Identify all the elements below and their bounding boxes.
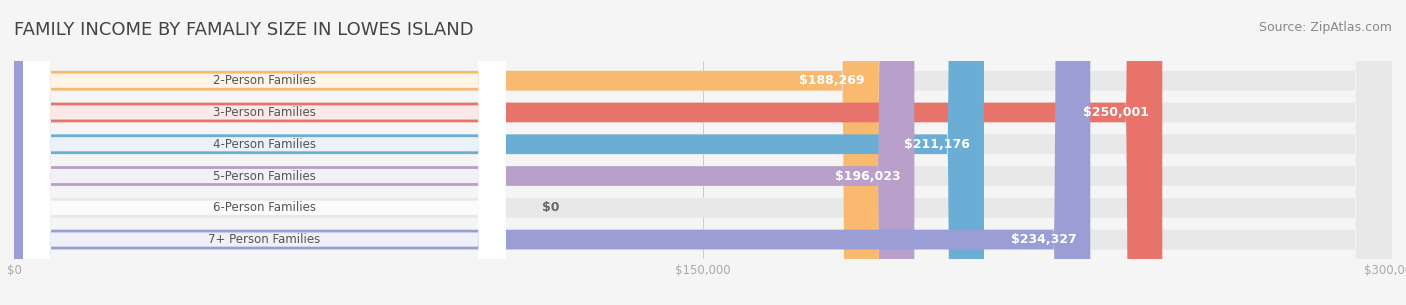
- FancyBboxPatch shape: [14, 0, 1392, 305]
- FancyBboxPatch shape: [14, 0, 1392, 305]
- FancyBboxPatch shape: [24, 0, 506, 305]
- Text: 3-Person Families: 3-Person Families: [212, 106, 316, 119]
- Text: $250,001: $250,001: [1083, 106, 1149, 119]
- FancyBboxPatch shape: [14, 0, 1392, 305]
- FancyBboxPatch shape: [14, 0, 1392, 305]
- FancyBboxPatch shape: [14, 0, 914, 305]
- Text: Source: ZipAtlas.com: Source: ZipAtlas.com: [1258, 21, 1392, 34]
- Text: 6-Person Families: 6-Person Families: [212, 201, 316, 214]
- Text: $0: $0: [543, 201, 560, 214]
- Text: $211,176: $211,176: [904, 138, 970, 151]
- FancyBboxPatch shape: [14, 0, 879, 305]
- Text: 7+ Person Families: 7+ Person Families: [208, 233, 321, 246]
- Text: 2-Person Families: 2-Person Families: [212, 74, 316, 87]
- FancyBboxPatch shape: [24, 0, 506, 305]
- FancyBboxPatch shape: [14, 0, 1392, 305]
- FancyBboxPatch shape: [24, 0, 506, 305]
- Text: $196,023: $196,023: [835, 170, 901, 182]
- FancyBboxPatch shape: [14, 0, 1392, 305]
- Text: 5-Person Families: 5-Person Families: [212, 170, 316, 182]
- FancyBboxPatch shape: [24, 0, 506, 305]
- Text: $188,269: $188,269: [800, 74, 865, 87]
- FancyBboxPatch shape: [24, 0, 506, 305]
- FancyBboxPatch shape: [14, 0, 1163, 305]
- Text: $234,327: $234,327: [1011, 233, 1077, 246]
- FancyBboxPatch shape: [24, 0, 506, 305]
- Text: FAMILY INCOME BY FAMALIY SIZE IN LOWES ISLAND: FAMILY INCOME BY FAMALIY SIZE IN LOWES I…: [14, 21, 474, 39]
- FancyBboxPatch shape: [14, 0, 984, 305]
- FancyBboxPatch shape: [14, 0, 1090, 305]
- Text: 4-Person Families: 4-Person Families: [212, 138, 316, 151]
